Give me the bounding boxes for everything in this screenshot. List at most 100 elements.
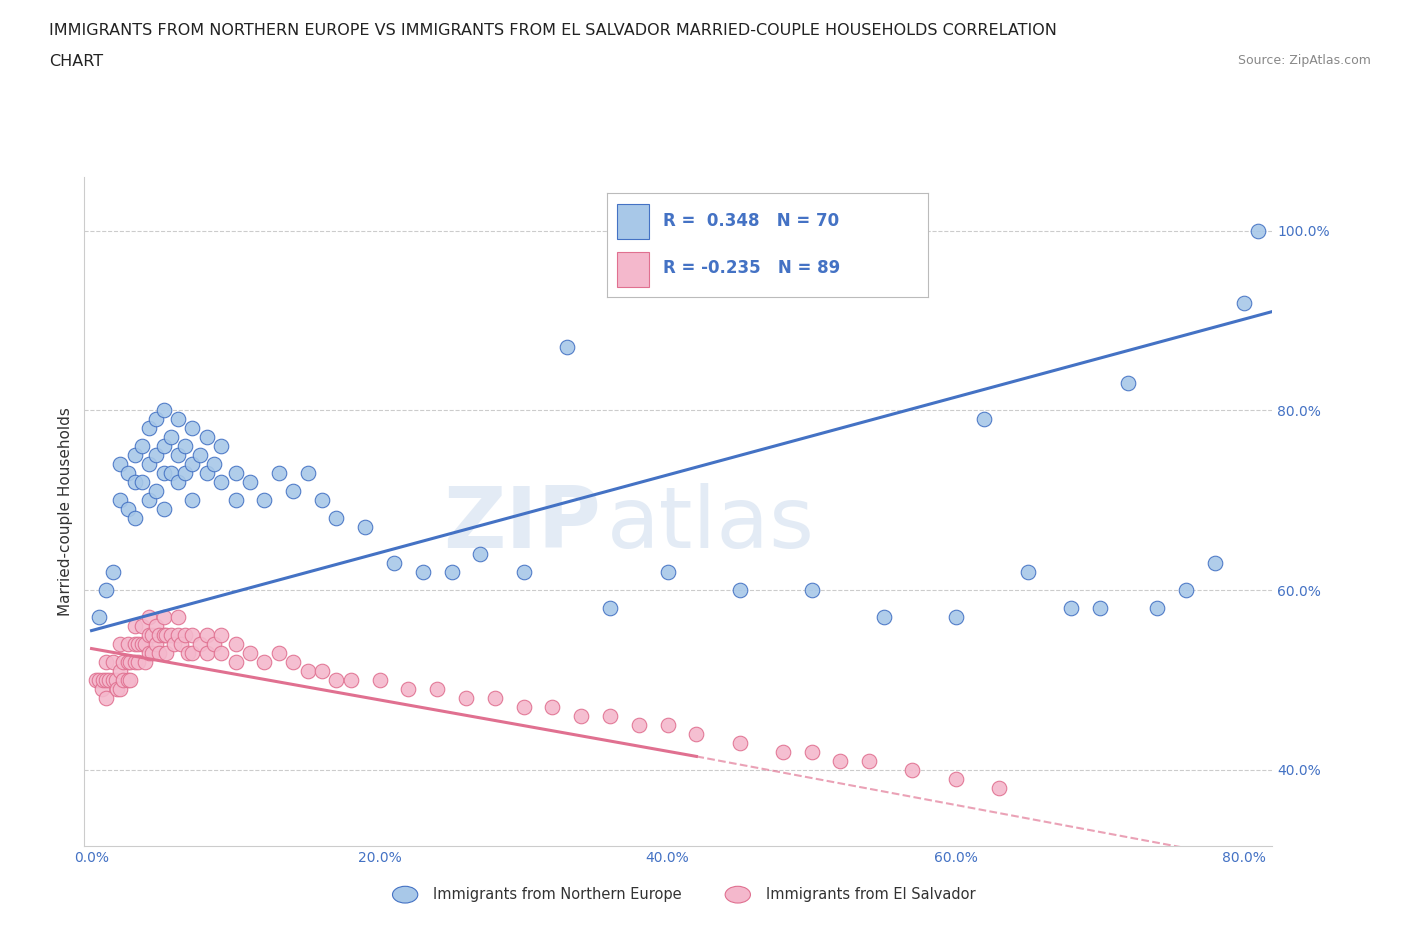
Point xyxy=(152,439,174,454)
Point xyxy=(627,718,650,733)
Point xyxy=(901,763,924,777)
Point xyxy=(138,628,160,643)
Point xyxy=(124,655,146,670)
Point xyxy=(124,637,146,652)
Point xyxy=(209,628,232,643)
Point xyxy=(131,439,153,454)
Text: R = -0.235   N = 89: R = -0.235 N = 89 xyxy=(664,259,841,277)
Point xyxy=(127,655,149,670)
Point xyxy=(772,745,794,760)
FancyBboxPatch shape xyxy=(617,204,648,239)
Point xyxy=(728,583,751,598)
Point xyxy=(117,655,139,670)
Point xyxy=(110,682,132,697)
Point xyxy=(396,682,419,697)
Point xyxy=(657,565,679,579)
Point xyxy=(117,672,139,687)
Point xyxy=(858,753,880,768)
Point xyxy=(134,655,156,670)
Point xyxy=(685,726,707,741)
Point xyxy=(87,610,110,625)
Point xyxy=(1233,295,1256,310)
Point xyxy=(181,493,204,508)
Point xyxy=(800,745,823,760)
Point xyxy=(830,753,852,768)
Point xyxy=(167,628,190,643)
Point xyxy=(426,682,449,697)
Point xyxy=(152,466,174,481)
Point xyxy=(155,645,177,660)
Point xyxy=(297,664,319,679)
Y-axis label: Married-couple Households: Married-couple Households xyxy=(58,407,73,616)
Point xyxy=(138,421,160,436)
Point xyxy=(145,618,167,633)
Point xyxy=(167,412,190,427)
Point xyxy=(117,502,139,517)
Point xyxy=(1118,376,1140,391)
Point xyxy=(112,672,135,687)
Point xyxy=(145,412,167,427)
Point xyxy=(311,493,333,508)
Point xyxy=(1017,565,1039,579)
Point xyxy=(1175,583,1198,598)
Point xyxy=(195,645,218,660)
Point xyxy=(101,655,124,670)
Point xyxy=(195,628,218,643)
Point xyxy=(97,672,120,687)
Point xyxy=(800,583,823,598)
Point xyxy=(195,466,218,481)
Point xyxy=(138,493,160,508)
Text: R =  0.348   N = 70: R = 0.348 N = 70 xyxy=(664,212,839,231)
Point xyxy=(110,637,132,652)
Point xyxy=(325,511,347,525)
Point xyxy=(440,565,463,579)
Point xyxy=(152,502,174,517)
Point xyxy=(167,475,190,490)
Point xyxy=(94,691,117,706)
Point xyxy=(117,637,139,652)
Point xyxy=(124,475,146,490)
Point xyxy=(181,457,204,472)
Point xyxy=(181,628,204,643)
Point xyxy=(1204,556,1226,571)
Point xyxy=(94,583,117,598)
Text: Immigrants from Northern Europe: Immigrants from Northern Europe xyxy=(433,887,682,902)
Point xyxy=(91,672,114,687)
Point xyxy=(141,628,163,643)
Point xyxy=(339,672,361,687)
Point xyxy=(163,637,186,652)
Point xyxy=(124,448,146,463)
Point xyxy=(131,618,153,633)
Point xyxy=(1247,223,1270,238)
Point xyxy=(267,645,290,660)
Point xyxy=(657,718,679,733)
Point xyxy=(973,412,995,427)
Point xyxy=(412,565,434,579)
Point xyxy=(599,601,621,616)
Point xyxy=(90,682,112,697)
Point xyxy=(225,466,247,481)
Point xyxy=(120,672,142,687)
Text: Source: ZipAtlas.com: Source: ZipAtlas.com xyxy=(1237,54,1371,67)
Point xyxy=(512,565,534,579)
Point xyxy=(188,448,211,463)
Point xyxy=(152,628,174,643)
Point xyxy=(202,457,225,472)
Point xyxy=(110,457,132,472)
Point xyxy=(195,430,218,445)
Point xyxy=(131,475,153,490)
Point xyxy=(107,682,129,697)
Point xyxy=(239,475,262,490)
Point xyxy=(159,430,181,445)
Point xyxy=(202,637,225,652)
Point xyxy=(253,655,276,670)
Point xyxy=(225,493,247,508)
Point xyxy=(145,637,167,652)
Point xyxy=(124,618,146,633)
Point xyxy=(945,610,967,625)
Point xyxy=(94,655,117,670)
Point xyxy=(325,672,347,687)
Point xyxy=(872,610,894,625)
Point xyxy=(368,672,391,687)
Point xyxy=(555,340,578,355)
